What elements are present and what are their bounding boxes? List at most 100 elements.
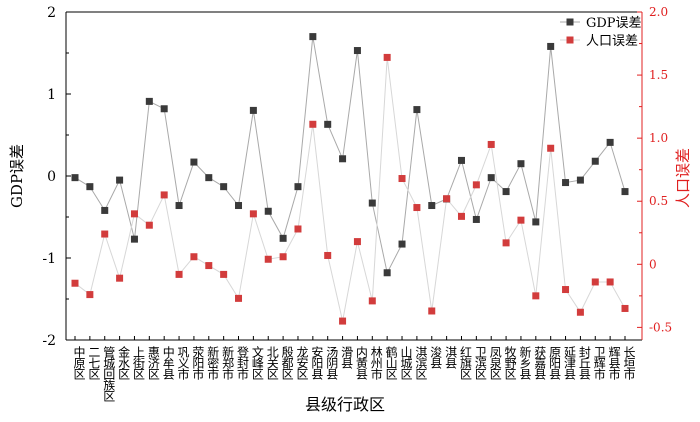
data-point-series-0 [428,202,436,210]
data-point-series-0 [71,174,79,182]
data-point-series-0 [249,106,257,114]
data-point-series-1 [353,238,361,246]
data-point-series-1 [130,210,138,218]
x-tick-label: 二七区 [87,346,101,380]
x-tick-label: 殷都区 [280,346,294,380]
data-point-series-0 [294,183,302,191]
data-point-series-0 [562,179,570,187]
data-point-series-0 [532,218,540,226]
x-tick-label: 新郑市 [221,345,235,380]
x-tick-label: 文峰区 [250,345,264,380]
x-tick-label: 原阳县 [548,346,562,380]
data-point-series-0 [413,106,421,114]
data-point-series-0 [145,97,153,105]
data-point-series-1 [145,221,153,229]
series-markers [71,33,629,325]
y-tick-label-right: 0.5 [649,194,668,208]
data-point-series-0 [101,206,109,214]
data-point-series-0 [86,183,94,191]
x-tick-label: 辉县市 [607,346,621,380]
x-tick-label: 中原区 [72,345,86,380]
series-lines [74,36,626,322]
data-point-series-1 [443,195,451,203]
y-tick-label-right: 2.0 [649,5,668,19]
data-point-series-1 [621,304,629,312]
data-point-series-1 [502,239,510,247]
x-tick-label: 浚县 [429,345,443,369]
data-point-series-0 [457,156,465,164]
x-tick-label: 惠济区 [146,346,160,380]
x-tick-label: 封丘县 [577,346,591,380]
data-point-series-1 [116,274,124,282]
x-tick-label: 内黄县 [354,346,368,380]
x-tick-label: 长垣市 [622,346,636,380]
data-point-series-1 [532,292,540,300]
data-point-series-1 [591,278,599,286]
data-point-series-0 [339,155,347,163]
data-point-series-1 [487,140,495,148]
data-point-series-0 [160,105,168,113]
data-point-series-1 [279,253,287,261]
y-tick-label-left: -2 [42,333,56,349]
data-point-series-1 [339,317,347,325]
data-point-series-1 [175,270,183,278]
data-point-series-1 [294,225,302,233]
data-point-series-0 [205,174,213,182]
x-tick-label: 延津县 [563,346,577,380]
data-point-series-0 [264,207,272,215]
data-point-series-1 [71,279,79,287]
x-tick-label: 鹤山区 [384,345,398,380]
data-point-series-1 [101,230,109,238]
y-axis-label-left: GDP误差 [8,144,26,208]
y-axis-label-right: 人口误差 [674,148,692,208]
data-point-series-0 [576,176,584,184]
x-tick-label: 凤泉区 [488,346,502,380]
y-tick-label-left: -1 [42,251,56,267]
x-tick-label: 卫辉市 [592,346,606,380]
data-point-series-1 [606,278,614,286]
y-tick-label-left: 1 [47,87,56,103]
data-point-series-0 [472,215,480,223]
data-point-series-1 [249,210,257,218]
x-tick-label: 金水区 [117,345,131,380]
x-tick-label: 龙安区 [295,346,309,380]
data-point-series-1 [398,175,406,183]
x-tick-label: 上街区 [131,346,145,380]
series-line-0 [74,36,626,275]
data-point-series-1 [160,191,168,199]
x-tick-label: 淇滨区 [414,346,428,380]
data-point-series-1 [190,253,198,261]
data-point-series-0 [324,120,332,128]
x-tick-label: 山城区 [399,346,413,380]
x-tick-label: 巩义市 [176,346,190,380]
axes: -2 -1 0 1 2 -0.5 0 0.5 1.0 1.5 2.0 [42,5,672,349]
data-point-series-0 [175,202,183,210]
data-point-series-0 [606,138,614,146]
data-point-series-1 [428,307,436,315]
data-point-series-1 [576,308,584,316]
data-point-series-0 [279,234,287,242]
data-point-series-0 [368,199,376,207]
data-point-series-0 [517,160,525,168]
data-point-series-1 [264,255,272,263]
legend: GDP误差 人口误差 [560,16,642,49]
y-tick-label-left: 2 [47,5,56,21]
data-point-series-1 [324,251,332,259]
x-tick-label: 滑县 [340,346,354,369]
x-tick-label: 卫滨区 [473,346,487,380]
x-tick-label: 牧野区 [503,346,517,380]
data-point-series-1 [86,291,94,299]
x-tick-label: 淇县 [444,346,458,369]
data-point-series-1 [383,53,391,61]
data-point-series-1 [309,120,317,128]
x-tick-label: 汤阴县 [325,346,339,380]
x-tick-label: 安阳县 [310,345,324,380]
series-line-1 [74,57,626,322]
data-point-series-0 [621,188,629,196]
x-tick-label: 荥阳市 [191,346,205,380]
data-point-series-0 [591,157,599,165]
x-tick-label: 新乡县 [518,345,532,380]
data-point-series-1 [472,181,480,189]
data-point-series-0 [547,42,555,50]
x-tick-label: 红旗区 [458,345,472,380]
